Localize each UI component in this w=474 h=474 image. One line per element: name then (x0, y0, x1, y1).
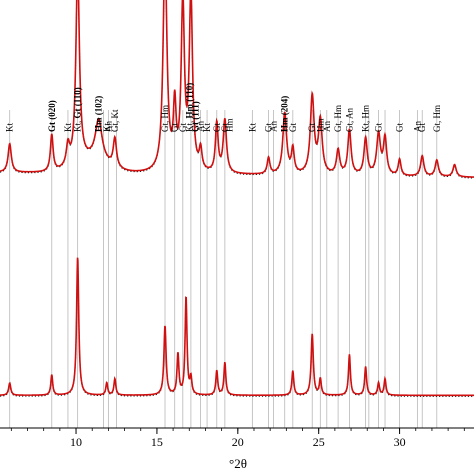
peak-label-24: Hm (315, 119, 325, 133)
peak-label-29: Gt (374, 123, 384, 132)
peak-label-31: An (412, 121, 422, 132)
peak-label-17: Hm (225, 119, 235, 133)
tick-label-1: 10 (70, 435, 82, 449)
peak-label-15: Gt (212, 123, 222, 132)
series-upper-observed (0, 0, 474, 179)
peak-label-18: Kt (247, 123, 257, 132)
peak-label-11: Kt, Hm (110) (184, 83, 194, 132)
peak-label-9: Gt (170, 123, 180, 132)
peak-label-3: Kt, Gt (110) (73, 87, 83, 132)
peak-label-32: Gt (417, 123, 427, 132)
peak-label-20: An (268, 121, 278, 132)
series-upper-fit (0, 0, 474, 178)
peak-label-25: An (322, 121, 332, 132)
peak-label-23: Gt (307, 123, 317, 132)
peak-label-27: Gt, An (344, 107, 354, 132)
tick-label-4: 25 (313, 435, 325, 449)
peak-label-4: Hm (102) (94, 96, 104, 132)
peak-label-8: Gt, Hm (160, 105, 170, 132)
series-lower-fit (0, 257, 474, 397)
series-lower-observed (0, 258, 474, 397)
peak-label-2: Kt (63, 123, 73, 132)
peak-label-26: Gt, Hm (333, 105, 343, 132)
series-layer (0, 0, 474, 397)
x-axis-title: °2θ (229, 456, 247, 471)
peak-label-28: Kt, Hm (361, 105, 371, 132)
peak-label-16: Gt (220, 123, 230, 132)
tick-label-5: 30 (394, 435, 406, 449)
peak-label-13: An (196, 121, 206, 132)
peak-label-5: Kt (102, 123, 112, 132)
peak-label-0: Kt (5, 123, 15, 132)
peak-label-22: Gt (288, 123, 298, 132)
peak-label-1: Gt (020) (47, 100, 57, 132)
peak-label-30: Gt (395, 123, 405, 132)
peak-label-14: Kt (202, 123, 212, 132)
peak-label-6: Gt, Kt (110, 109, 120, 132)
peak-label-21: Hm (204) (280, 96, 290, 132)
x-axis-ticks: 51015202530 (10, 428, 465, 449)
peak-label-12: Gt (111) (191, 101, 201, 132)
peak-label-10: Gt (178, 123, 188, 132)
tick-label-2: 15 (151, 435, 163, 449)
peak-label-33: Gt, Hm (432, 105, 442, 132)
peak-label-7: An (103, 121, 113, 132)
tick-label-3: 20 (232, 435, 244, 449)
peak-label-19: Gt (264, 123, 274, 132)
